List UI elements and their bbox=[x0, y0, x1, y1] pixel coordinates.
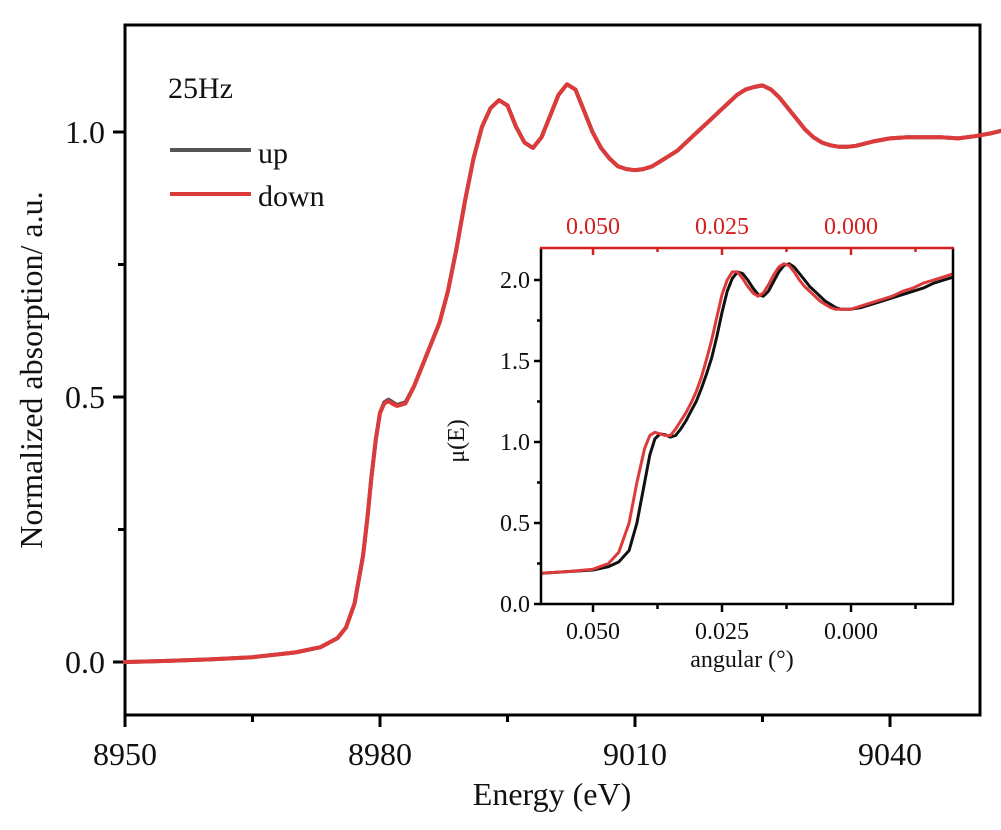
inset-top-x-tick-label: 0.025 bbox=[695, 214, 749, 240]
inset-background bbox=[541, 248, 953, 604]
condition-annotation: 25Hz bbox=[168, 72, 233, 105]
main-plot: 8950 8980 9010 9040 0.0 0.5 1.0 Energy (eV) N… bbox=[13, 23, 1001, 812]
inset-y-tick-label: 0.5 bbox=[500, 511, 530, 537]
main-series-down bbox=[123, 82, 1001, 664]
main-y-axis-label: Normalized absorption/ a.u. bbox=[13, 191, 49, 548]
main-y-tick-label: 0.0 bbox=[65, 644, 105, 680]
inset-y-tick-label: 1.0 bbox=[500, 430, 530, 456]
inset-y-tick-label: 0.0 bbox=[500, 592, 530, 618]
inset-y-tick-label: 2.0 bbox=[500, 268, 530, 294]
inset-y-tick-label: 1.5 bbox=[500, 349, 530, 375]
main-x-tick-label: 8980 bbox=[348, 736, 412, 772]
inset-top-x-tick-label: 0.000 bbox=[824, 214, 878, 240]
main-x-axis-label: Energy (eV) bbox=[473, 776, 631, 812]
inset-x-tick-label: 0.000 bbox=[824, 619, 878, 645]
inset-y-ticks: 0.0 0.5 1.0 1.5 2.0 bbox=[500, 268, 541, 618]
main-x-tick-label: 9040 bbox=[858, 736, 922, 772]
main-y-tick-label: 1.0 bbox=[65, 114, 105, 150]
main-x-tick-label: 9010 bbox=[603, 736, 667, 772]
inset-x-ticks: 0.050 0.025 0.000 bbox=[566, 604, 917, 645]
legend: up down bbox=[170, 137, 325, 213]
inset-x-tick-label: 0.050 bbox=[566, 619, 620, 645]
main-y-ticks: 0.0 0.5 1.0 bbox=[65, 114, 125, 680]
main-x-ticks: 8950 8980 9010 9040 bbox=[93, 715, 922, 772]
inset-x-axis-label: angular (°) bbox=[690, 647, 794, 673]
inset-y-axis-label: μ(E) bbox=[444, 419, 470, 463]
inset-series-group bbox=[541, 262, 953, 575]
inset-top-x-tick-label: 0.050 bbox=[566, 214, 620, 240]
inset-top-x-ticks: 0.050 0.025 0.000 bbox=[566, 214, 917, 255]
inset-plot: 0.050 0.025 0.000 0.050 0.025 0.000 0.0 0.5 1.… bbox=[444, 214, 955, 673]
inset-x-tick-label: 0.025 bbox=[695, 619, 749, 645]
legend-label-up: up bbox=[258, 137, 288, 170]
main-series-group bbox=[123, 82, 1001, 664]
main-x-tick-label: 8950 bbox=[93, 736, 157, 772]
main-plot-frame bbox=[123, 23, 982, 717]
inset-series-down bbox=[541, 262, 953, 575]
main-y-tick-label: 0.5 bbox=[65, 379, 105, 415]
legend-label-down: down bbox=[258, 180, 325, 213]
